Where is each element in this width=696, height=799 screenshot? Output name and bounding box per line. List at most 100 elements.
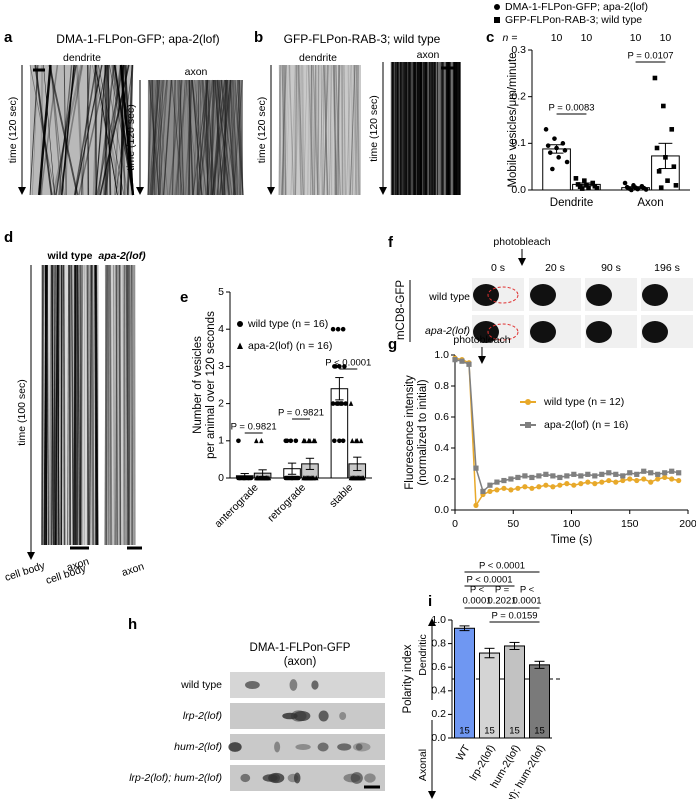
kymograph-track (50, 64, 62, 196)
kymograph-track (354, 64, 360, 196)
point (669, 476, 675, 482)
axon-puncta (293, 772, 301, 784)
kymograph-track (41, 264, 44, 546)
kymograph-track (341, 64, 344, 196)
kymograph-track (279, 64, 282, 196)
kymograph-track (335, 64, 341, 196)
legend-label: apa-2(lof) (n = 16) (248, 340, 332, 352)
kymograph-track (41, 264, 45, 546)
y-tick-label: 0.2 (434, 473, 449, 485)
y-tick-label: 5 (218, 286, 224, 298)
point (307, 438, 313, 444)
bar (542, 148, 571, 191)
bleach-roi (487, 286, 519, 304)
x-tick-label: retrograde (265, 481, 308, 524)
y-tick-label: 1.0 (431, 614, 446, 626)
kymograph-track (180, 79, 186, 196)
panel-title: DMA-1-FLPon-GFP; apa-2(lof) (56, 32, 219, 46)
point (237, 475, 242, 481)
point (582, 178, 587, 183)
kymograph-track (233, 79, 243, 196)
kymograph-track (96, 64, 125, 196)
annotation: 0.0001 (462, 596, 491, 607)
time-label: 20 s (545, 262, 565, 274)
kymograph-track (323, 64, 329, 196)
time-label: 0 s (491, 262, 505, 274)
kymograph-track (79, 264, 82, 546)
y-tick-label: 4 (218, 323, 224, 335)
column-label: dendrite (299, 52, 337, 64)
time-label: time (100 sec) (16, 379, 28, 446)
kymograph-track (329, 64, 332, 196)
kymograph-track (353, 64, 358, 196)
kymograph-track (179, 79, 185, 196)
kymograph-track (119, 64, 135, 196)
frap-cell (530, 284, 556, 306)
kymograph-track (278, 64, 282, 196)
point (676, 470, 682, 476)
point (358, 438, 364, 444)
time-label: time (120 sec) (368, 95, 380, 162)
kymograph-track (214, 79, 224, 196)
bar (504, 645, 525, 739)
y-tick-label: 0.4 (431, 685, 446, 697)
axon-puncta (295, 743, 311, 751)
kymograph-track (317, 64, 320, 196)
kymograph-track (123, 264, 125, 546)
kymograph-track (336, 64, 339, 196)
kymograph-track (229, 79, 235, 196)
kymograph-track (333, 64, 336, 196)
kymograph-track (351, 64, 354, 196)
kymograph-track (58, 64, 84, 196)
kymograph-track (150, 79, 160, 196)
marker-label: mCD8-GFP (395, 280, 407, 340)
annotation: photobleach (453, 334, 510, 346)
point (641, 476, 647, 482)
y-axis-label: Mobile vesicles/μm/minute (507, 52, 519, 187)
kymograph-track (198, 79, 214, 196)
kymograph-track (171, 79, 176, 196)
point (643, 187, 649, 192)
kymograph-track (122, 264, 125, 546)
point (340, 438, 346, 444)
kymograph-track (48, 264, 52, 546)
kymograph-track (355, 64, 359, 196)
kymograph (147, 79, 244, 196)
axon-puncta (318, 710, 329, 722)
kymograph-track (132, 264, 135, 546)
kymograph-track (207, 79, 221, 196)
axon-puncta (352, 742, 371, 752)
kymograph-track (159, 79, 168, 196)
kymograph-track (233, 79, 241, 196)
point (662, 474, 668, 481)
panel-label: e (180, 289, 188, 306)
annotation: P = 0.9821 (278, 408, 324, 419)
time-label: time (120 sec) (7, 97, 19, 164)
kymograph-track (124, 264, 126, 546)
kymograph-track (73, 64, 98, 196)
kymograph-track (90, 264, 94, 546)
point (487, 488, 493, 494)
n-value: 10 (660, 32, 672, 44)
axon-puncta (240, 773, 251, 783)
x-tick-label: WT (454, 742, 473, 763)
bottom-label: axon (120, 561, 146, 579)
point (348, 400, 354, 406)
point (671, 164, 677, 169)
kymograph-track (333, 64, 337, 196)
kymograph-track (198, 79, 212, 196)
kymograph-track (229, 79, 237, 196)
point (337, 438, 342, 444)
kymograph-track (114, 64, 122, 196)
point (592, 473, 598, 479)
y-tick-label: 0.0 (431, 732, 446, 744)
point (333, 364, 338, 369)
point (648, 470, 654, 476)
kymograph-track (240, 79, 242, 196)
kymograph-track (128, 264, 132, 546)
point (459, 358, 465, 364)
kymograph-track (323, 64, 328, 196)
side-label: Axonal (417, 749, 429, 781)
point (564, 481, 570, 487)
point (578, 481, 584, 487)
